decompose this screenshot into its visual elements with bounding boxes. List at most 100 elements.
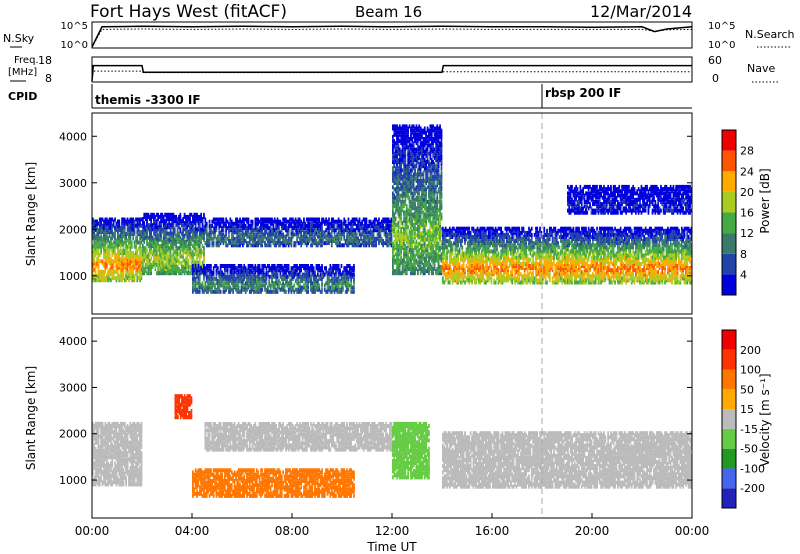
power-cell (182, 233, 184, 238)
power-cell (178, 225, 180, 230)
power-cell (285, 274, 287, 279)
power-cell (125, 251, 127, 255)
power-cell (254, 285, 257, 290)
power-cell (129, 255, 132, 260)
power-cell (303, 217, 305, 222)
power-cell (239, 289, 241, 294)
power-cell (319, 268, 322, 273)
power-cell (228, 283, 230, 288)
freq-panel-frame (91, 56, 693, 83)
power-cell (165, 258, 168, 263)
power-cell (157, 248, 159, 253)
power-cell (312, 281, 315, 286)
power-cell (215, 268, 218, 273)
power-cell (97, 242, 100, 247)
power-cell (165, 242, 168, 246)
power-cell (104, 236, 107, 241)
power-cell (297, 289, 300, 294)
power-cell (273, 274, 276, 279)
power-cell (144, 256, 147, 261)
power-cell (183, 246, 186, 251)
power-cell (197, 254, 200, 259)
power-cell (187, 239, 190, 244)
power-cell (178, 219, 180, 224)
power-cell (310, 276, 312, 281)
power-cell (175, 244, 177, 249)
power-cell (144, 267, 147, 271)
power-cell (272, 270, 275, 275)
power-cell (286, 281, 289, 286)
power-cell (194, 252, 197, 257)
power-cell (185, 262, 187, 267)
power-cell (290, 270, 293, 275)
power-cell (148, 248, 151, 253)
power-cell (155, 227, 158, 232)
power-cell (104, 257, 107, 262)
power-cell (143, 231, 146, 236)
power-cell (330, 283, 333, 288)
power-cell (232, 281, 234, 286)
power-cell (133, 257, 136, 262)
power-cell (162, 227, 165, 232)
power-cell (128, 221, 130, 226)
power-cell (271, 283, 273, 288)
power-cell (262, 272, 265, 277)
power-cell (254, 268, 257, 273)
power-cell (289, 283, 291, 288)
power-cell (198, 244, 201, 249)
power-cell (285, 268, 287, 273)
power-cell (122, 274, 125, 278)
power-cell (222, 283, 225, 288)
power-cell (105, 230, 108, 234)
power-cell (132, 223, 134, 228)
power-cell (146, 258, 148, 263)
power-cell (426, 155, 429, 160)
power-cell (171, 217, 173, 221)
power-cell (103, 263, 105, 268)
power-cell (198, 217, 201, 221)
power-cell (198, 260, 201, 265)
power-cell (143, 212, 146, 217)
power-cell (267, 285, 269, 290)
power-cell (162, 246, 165, 251)
power-cell (121, 242, 123, 247)
power-cell (285, 264, 287, 268)
power-cell (323, 283, 326, 288)
power-cell (153, 258, 155, 263)
power-cell (253, 281, 255, 286)
power-cell (103, 225, 105, 230)
power-cell (276, 287, 279, 292)
power-cell (136, 221, 139, 226)
power-cell (196, 270, 198, 275)
power-cell (318, 274, 321, 279)
power-cell (146, 233, 148, 238)
power-cell (247, 264, 250, 268)
power-cell (165, 229, 168, 234)
power-cell (125, 269, 127, 274)
power-cell (103, 261, 105, 266)
power-cell (103, 248, 105, 253)
power-cell (140, 257, 143, 262)
power-cell (276, 266, 279, 271)
power-cell (283, 274, 286, 279)
power-cell (200, 268, 202, 273)
power-cell (118, 274, 121, 278)
power-cell (136, 223, 139, 228)
power-cell (212, 289, 215, 294)
power-cell (93, 236, 96, 241)
power-cell (144, 217, 147, 221)
power-cell (194, 212, 197, 217)
power-cell (172, 212, 175, 217)
power-cell (122, 259, 125, 264)
power-cell (203, 274, 205, 279)
power-cell (171, 214, 173, 219)
power-cell (146, 248, 148, 253)
power-cell (307, 279, 309, 284)
power-cell (107, 251, 109, 255)
power-cell (123, 225, 126, 230)
power-cell (192, 256, 194, 261)
power-cell (253, 279, 255, 284)
power-cell (318, 268, 321, 273)
power-cell (358, 217, 361, 222)
power-cell (164, 229, 166, 234)
